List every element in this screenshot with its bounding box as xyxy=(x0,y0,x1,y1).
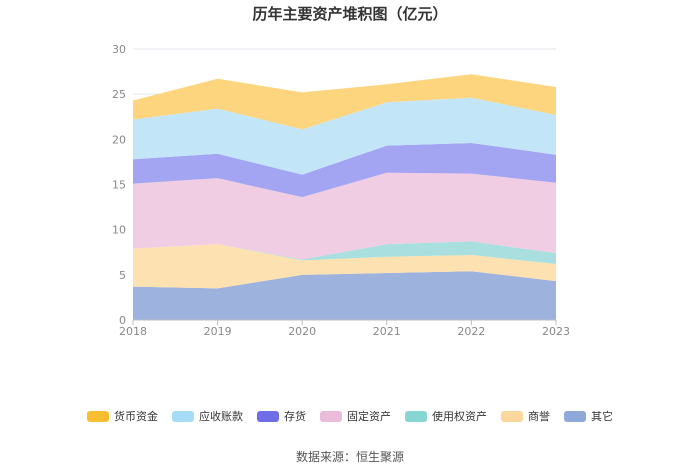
y-tick-label: 20 xyxy=(112,133,126,146)
chart-title: 历年主要资产堆积图（亿元） xyxy=(252,5,448,23)
data-source: 数据来源：恒生聚源 xyxy=(295,450,404,464)
legend-item[interactable]: 其它 xyxy=(564,408,613,424)
legend-swatch xyxy=(405,410,427,422)
y-tick-label: 15 xyxy=(112,179,126,192)
legend-item[interactable]: 固定资产 xyxy=(320,408,391,424)
x-tick-label: 2023 xyxy=(542,325,570,338)
y-tick-label: 0 xyxy=(119,314,126,327)
area-series xyxy=(133,172,556,260)
legend-label: 商誉 xyxy=(528,410,550,423)
legend-item[interactable]: 存货 xyxy=(257,408,306,424)
legend-label: 货币资金 xyxy=(114,410,158,423)
y-tick-label: 10 xyxy=(112,224,126,237)
area-series xyxy=(133,74,556,130)
legend-item[interactable]: 货币资金 xyxy=(87,408,158,424)
legend-swatch xyxy=(501,410,523,422)
x-tick-label: 2020 xyxy=(288,325,316,338)
legend-swatch xyxy=(320,410,342,422)
area-series xyxy=(133,142,556,198)
y-tick-label: 25 xyxy=(112,88,126,101)
legend-label: 固定资产 xyxy=(347,410,391,423)
legend-label: 使用权资产 xyxy=(432,410,487,423)
legend-swatch xyxy=(172,410,194,422)
legend-item[interactable]: 应收账款 xyxy=(172,408,243,424)
area-series xyxy=(133,244,556,289)
area-series xyxy=(133,241,556,264)
x-tick-label: 2021 xyxy=(373,325,401,338)
x-tick-label: 2022 xyxy=(457,325,485,338)
area-series xyxy=(133,97,556,175)
legend-label: 其它 xyxy=(591,410,613,423)
legend-item[interactable]: 使用权资产 xyxy=(405,408,487,424)
stacked-area-chart: 0 5 10 15 20 25 30 2018 2019 2020 2021 2022 2023 xyxy=(112,43,570,338)
y-tick-label: 5 xyxy=(119,269,126,282)
legend-swatch xyxy=(87,410,109,422)
x-tick-label: 2018 xyxy=(119,325,147,338)
legend-item[interactable]: 商誉 xyxy=(501,408,550,424)
legend: 货币资金 应收账款 存货 固定资产 使用权资产 商誉 其它 xyxy=(0,408,700,424)
legend-swatch xyxy=(257,410,279,422)
legend-swatch xyxy=(564,410,586,422)
y-tick-label: 30 xyxy=(112,43,126,56)
legend-label: 应收账款 xyxy=(199,410,243,423)
legend-label: 存货 xyxy=(284,410,306,423)
area-series xyxy=(133,271,556,320)
x-tick-label: 2019 xyxy=(204,325,232,338)
